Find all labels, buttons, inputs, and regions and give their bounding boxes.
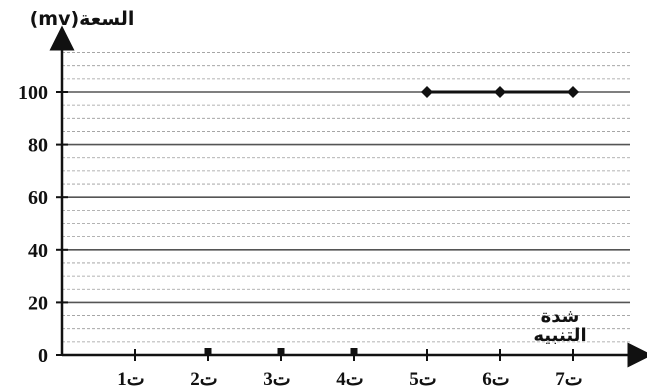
- x-tick-label: ت1: [117, 369, 144, 390]
- data-point: [567, 86, 579, 98]
- y-tick-labels: 0 20 40 60 80 100: [18, 82, 68, 367]
- y-tick-label: 60: [28, 187, 48, 209]
- x-tick-label: ت6: [482, 369, 509, 390]
- y-tick-label: 80: [28, 135, 48, 157]
- y-tick-label: 40: [28, 240, 48, 262]
- x-tick-labels: ت1 ت2 ت3 ت4 ت5 ت6 ت7: [117, 349, 583, 390]
- x-tick-label: ت5: [409, 369, 436, 390]
- y-tick-label: 100: [18, 82, 48, 104]
- data-point: [494, 86, 506, 98]
- y-tick-label: 20: [28, 292, 48, 314]
- data-point: [277, 348, 285, 355]
- data-series: [204, 86, 579, 355]
- grid-lines: [62, 52, 630, 343]
- data-point: [421, 86, 433, 98]
- x-tick-label: ت7: [555, 369, 582, 390]
- x-tick-label: ت3: [263, 369, 290, 390]
- y-axis-label: السعة(mv): [30, 8, 135, 30]
- y-tick-label: 0: [38, 345, 48, 367]
- x-tick-label: ت4: [336, 369, 363, 390]
- x-axis-label-word: التنبيه: [533, 325, 586, 346]
- x-tick-label: ت2: [190, 369, 217, 390]
- x-axis-label-word: شدة: [541, 306, 580, 327]
- data-point: [204, 348, 212, 355]
- data-point: [350, 348, 358, 355]
